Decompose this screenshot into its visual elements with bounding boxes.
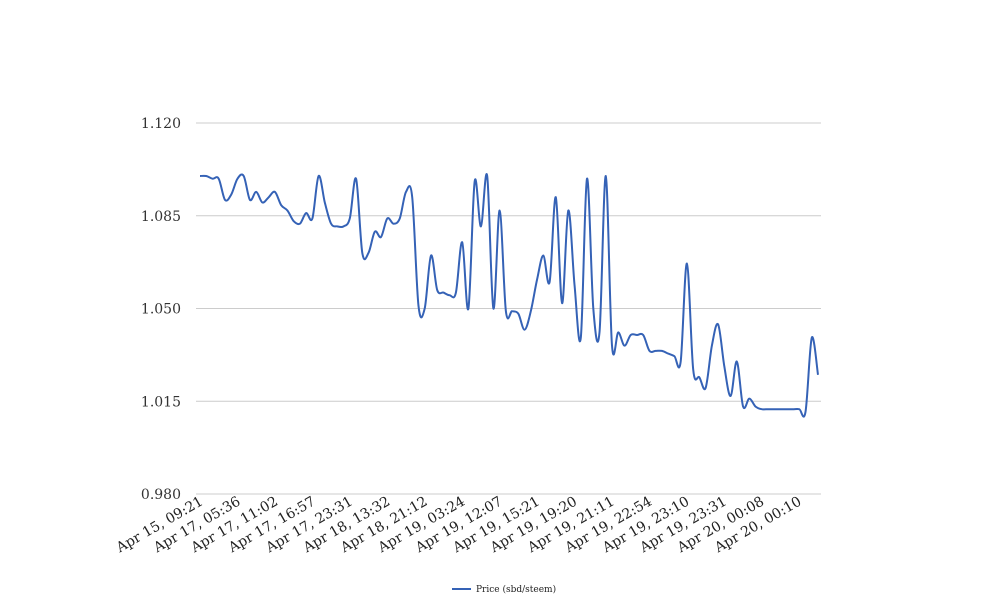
legend: Price (sbd/steem) xyxy=(452,584,556,595)
series-line xyxy=(199,173,819,418)
y-axis-ticks: 1.120 1.085 1.050 1.015 0.980 xyxy=(141,116,181,503)
y-tick-label: 0.980 xyxy=(141,487,181,503)
legend-label: Price (sbd/steem) xyxy=(476,584,556,595)
series-layer xyxy=(199,173,819,418)
y-tick-label: 1.015 xyxy=(141,394,181,410)
y-tick-label: 1.120 xyxy=(141,116,181,132)
grid-lines xyxy=(196,122,821,495)
y-tick-label: 1.085 xyxy=(141,209,181,225)
y-tick-label: 1.050 xyxy=(141,302,181,318)
